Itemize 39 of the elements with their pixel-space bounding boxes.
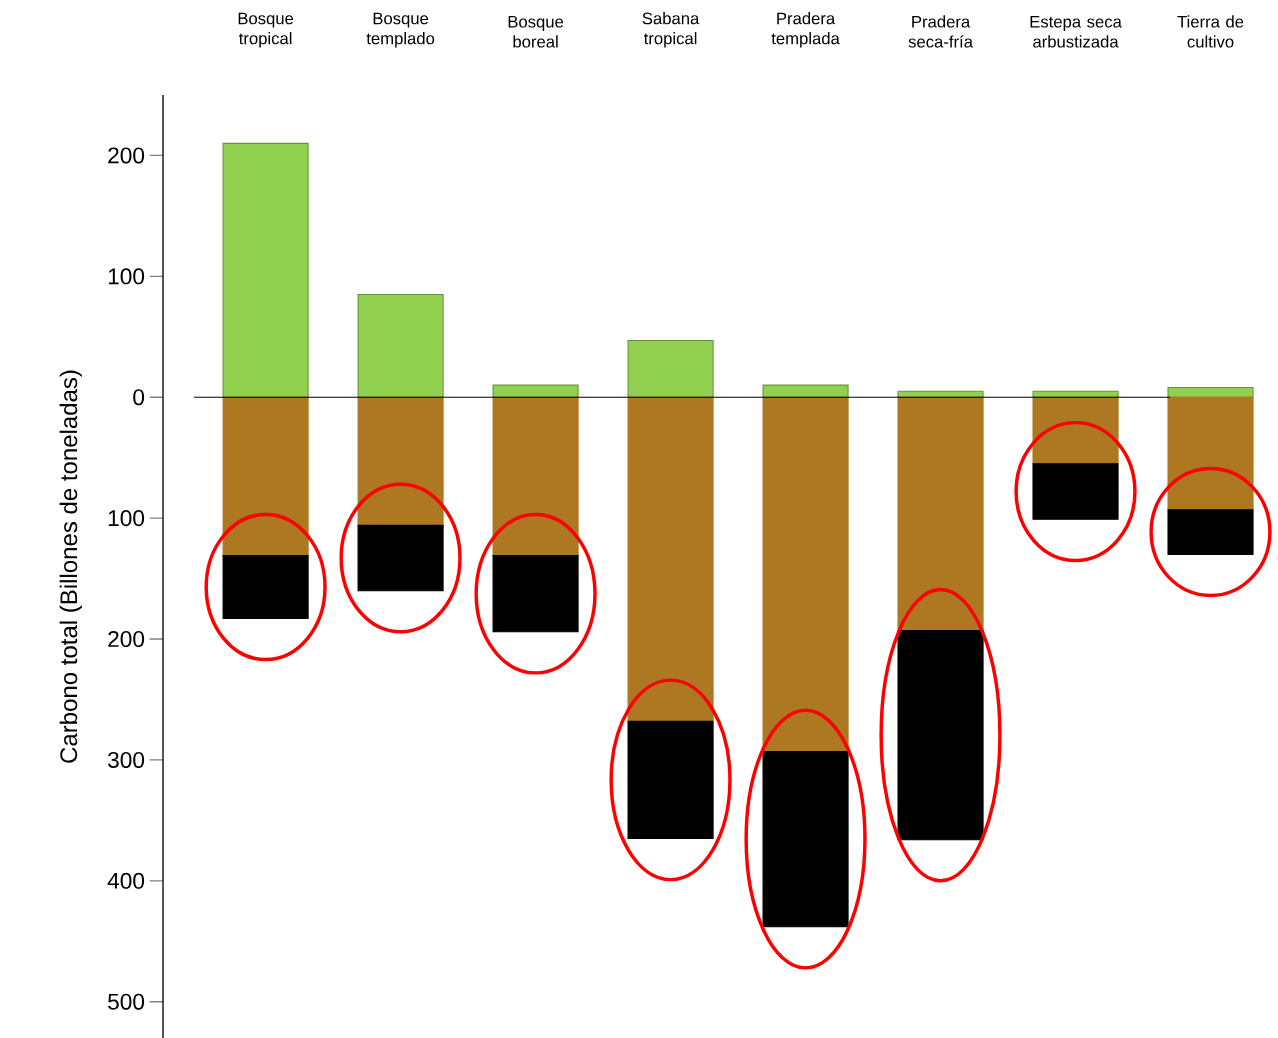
- bar: [897, 630, 984, 841]
- x-tick-label: Bosque tropical: [238, 12, 294, 48]
- x-tick-label: Sabana tropical: [642, 12, 700, 48]
- x-tick-label: Tierra de cultivo: [1177, 15, 1244, 48]
- y-tick-label: 0: [133, 389, 145, 406]
- x-tick-label: Bosque boreal: [508, 15, 564, 48]
- y-tick-label: 100: [108, 510, 145, 527]
- bar: [222, 396, 309, 557]
- bar: [222, 142, 309, 398]
- bar: [222, 555, 309, 620]
- bar: [1167, 509, 1254, 555]
- bar: [762, 750, 849, 928]
- bar: [1167, 396, 1254, 511]
- bar: [897, 396, 984, 632]
- bar: [762, 384, 849, 398]
- bar: [357, 396, 444, 526]
- bar: [762, 396, 849, 752]
- y-tick-label: 200: [108, 147, 145, 164]
- bar: [492, 396, 579, 557]
- x-tick-label: Bosque templado: [366, 12, 435, 48]
- y-tick-label: 500: [108, 993, 145, 1010]
- bar: [492, 555, 579, 633]
- bar: [1032, 463, 1119, 520]
- y-axis-title: Carbono total (Billones de toneladas): [59, 370, 82, 763]
- y-tick-label: 100: [108, 268, 145, 285]
- y-tick-label: 400: [107, 872, 145, 889]
- x-tick-label: Pradera templada: [771, 12, 840, 48]
- x-tick-label: Pradera seca-fría: [908, 15, 973, 48]
- bar: [627, 339, 714, 398]
- bar: [357, 524, 444, 592]
- bar: [1167, 387, 1254, 398]
- bar: [627, 720, 714, 840]
- x-tick-label: Estepa seca arbustizada: [1030, 15, 1122, 48]
- y-tick-label: 200: [108, 631, 145, 648]
- bar: [492, 384, 579, 398]
- bar: [627, 396, 714, 722]
- bar: [1032, 396, 1119, 465]
- y-tick-label: 300: [108, 751, 145, 768]
- bar: [357, 293, 444, 398]
